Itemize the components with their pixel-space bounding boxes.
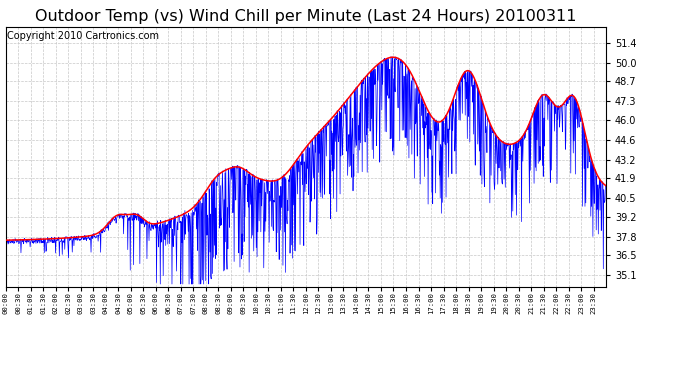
Text: Copyright 2010 Cartronics.com: Copyright 2010 Cartronics.com — [8, 31, 159, 41]
Title: Outdoor Temp (vs) Wind Chill per Minute (Last 24 Hours) 20100311: Outdoor Temp (vs) Wind Chill per Minute … — [35, 9, 576, 24]
